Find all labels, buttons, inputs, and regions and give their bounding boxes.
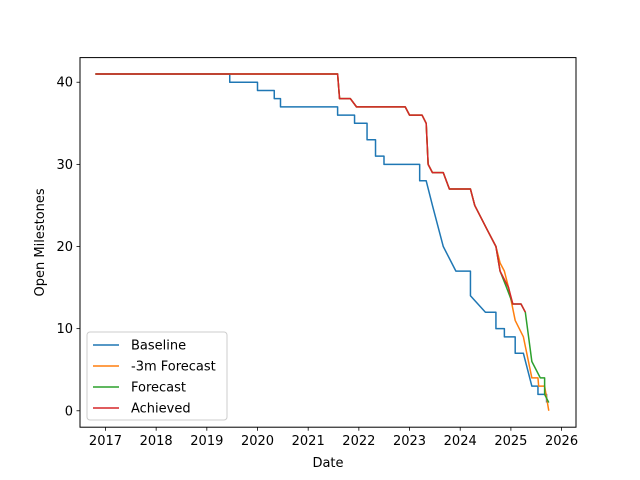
y-tick-label: 30 xyxy=(56,158,73,173)
legend: Baseline -3m Forecast Forecast Achieved xyxy=(86,331,228,421)
legend-box xyxy=(86,331,228,421)
x-tick-label: 2025 xyxy=(494,434,527,449)
legend-label: Achieved xyxy=(131,402,191,417)
y-axis-label: Open Milestones xyxy=(33,188,48,296)
x-tick-label: 2021 xyxy=(292,434,325,449)
legend-label: Forecast xyxy=(131,381,186,396)
x-tick-label: 2022 xyxy=(342,434,375,449)
x-tick-label: 2026 xyxy=(545,434,578,449)
y-axis-ticks: 0 10 20 30 40 xyxy=(56,76,80,419)
x-tick-label: 2020 xyxy=(241,434,274,449)
legend-label: Baseline xyxy=(131,339,186,354)
plot-lines xyxy=(95,73,550,411)
x-tick-label: 2019 xyxy=(190,434,223,449)
x-tick-label: 2017 xyxy=(89,434,122,449)
axes-frame xyxy=(79,57,577,428)
x-axis-ticks: 2017 2018 2019 2020 2021 2022 2023 2024 2025 2026 xyxy=(89,427,578,449)
x-tick-label: 2023 xyxy=(393,434,426,449)
x-tick-label: 2018 xyxy=(140,434,173,449)
x-axis-label: Date xyxy=(312,456,343,471)
x-tick-label: 2024 xyxy=(444,434,477,449)
y-tick-label: 0 xyxy=(65,404,73,419)
y-tick-label: 20 xyxy=(56,240,73,255)
y-tick-label: 40 xyxy=(56,76,73,91)
y-tick-label: 10 xyxy=(56,322,73,337)
series-line-0 xyxy=(95,73,548,403)
legend-label: -3m Forecast xyxy=(131,360,216,375)
series-line-3 xyxy=(95,73,526,313)
